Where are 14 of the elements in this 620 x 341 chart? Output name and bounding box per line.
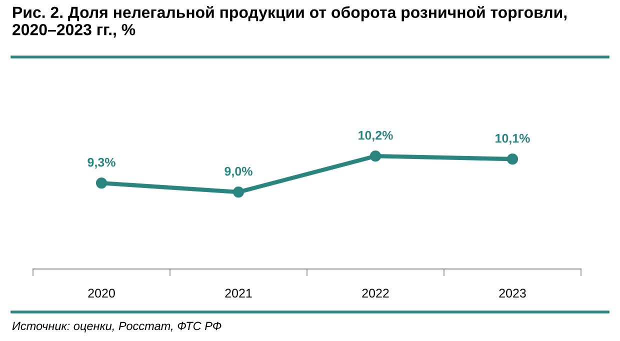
x-tick-label: 2023	[499, 288, 526, 298]
x-tick-label: 2021	[225, 288, 252, 298]
x-tick-label: 2020	[88, 288, 115, 298]
data-label: 9,0%	[224, 166, 252, 178]
data-label: 10,2%	[358, 130, 393, 142]
chart-title: Рис. 2. Доля нелегальной продукции от оборота розничной торговли, 2020–2023 гг., %	[12, 6, 566, 38]
text: Источник: оценки, Росстат, ФТС РФ	[12, 322, 222, 332]
point	[370, 150, 382, 162]
x-tick-label: 2022	[362, 288, 389, 298]
point	[506, 154, 518, 165]
point	[96, 178, 108, 189]
data-label: 9,3%	[88, 158, 116, 169]
data-label: 10,1%	[496, 134, 530, 145]
point	[232, 186, 244, 198]
